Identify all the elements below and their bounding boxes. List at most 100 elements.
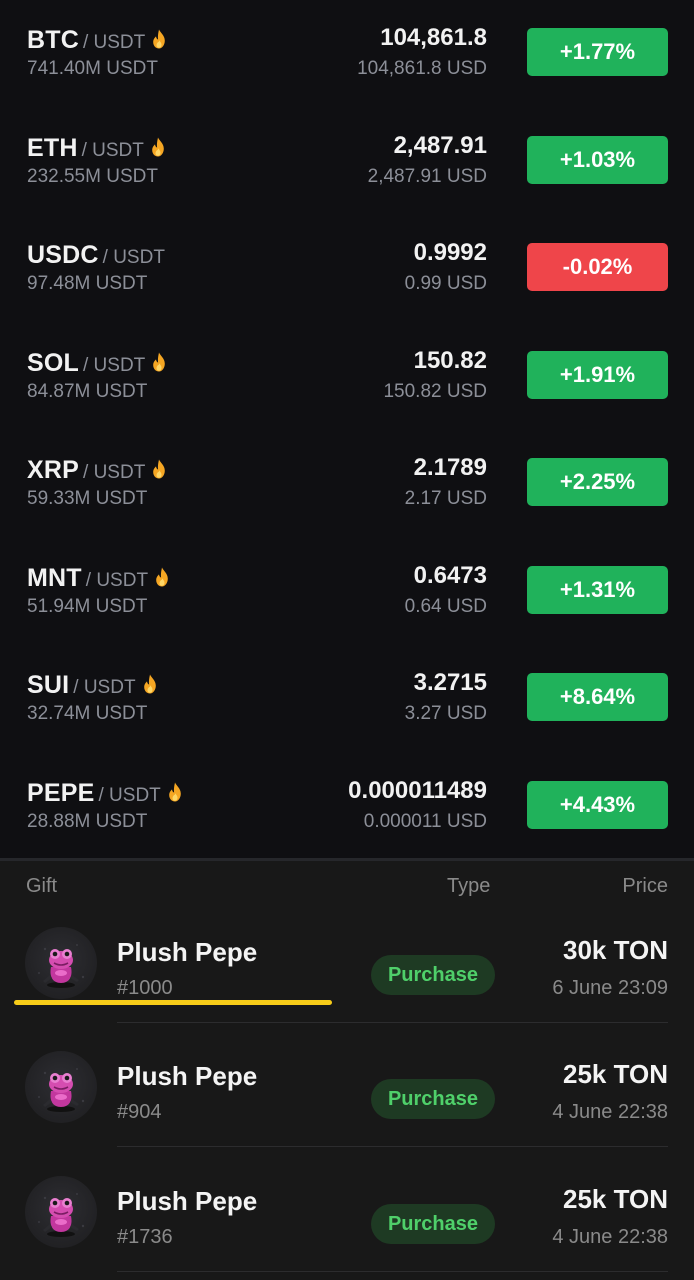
quote-symbol: / USDT — [83, 355, 146, 376]
base-symbol: BTC — [27, 26, 79, 54]
usd-price: 2,487.91 USD — [367, 166, 487, 187]
market-list: BTC / USDT 741.40M USDT 104,861.8 104,861… — [0, 0, 694, 861]
trading-pair: MNT / USDT — [27, 564, 169, 594]
last-price: 0.6473 — [413, 562, 487, 589]
row-separator — [117, 1146, 668, 1147]
gift-number: #904 — [117, 1101, 162, 1123]
gift-date: 6 June 23:09 — [552, 977, 668, 999]
base-symbol: SOL — [27, 349, 79, 377]
quote-symbol: / USDT — [73, 677, 136, 698]
gift-price: 25k TON — [562, 1059, 668, 1089]
last-price: 0.9992 — [413, 239, 487, 266]
type-badge: Purchase — [371, 1079, 495, 1119]
market-row[interactable]: MNT / USDT 51.94M USDT 0.6473 0.64 USD +1… — [0, 538, 694, 646]
base-symbol: MNT — [27, 564, 82, 592]
base-symbol: USDC — [27, 241, 99, 269]
gift-row[interactable]: Plush Pepe #1736 Purchase 25k TON 4 June… — [0, 1148, 694, 1272]
fire-icon — [168, 782, 182, 802]
trading-pair: BTC / USDT — [27, 26, 166, 56]
usd-price: 2.17 USD — [404, 488, 487, 509]
gift-row[interactable]: Plush Pepe #1000 Purchase 30k TON 6 June… — [0, 899, 694, 1023]
quote-symbol: / USDT — [83, 462, 146, 483]
trading-pair: SOL / USDT — [27, 349, 166, 379]
column-header-gift: Gift — [26, 875, 58, 897]
base-symbol: ETH — [27, 134, 78, 162]
gift-date: 4 June 22:38 — [552, 1226, 668, 1248]
market-row[interactable]: USDC / USDT 97.48M USDT 0.9992 0.99 USD -… — [0, 215, 694, 323]
fire-icon — [152, 352, 166, 372]
volume: 84.87M USDT — [27, 381, 148, 402]
base-symbol: PEPE — [27, 779, 95, 807]
gift-number: #1000 — [117, 977, 173, 999]
gift-name: Plush Pepe — [117, 1061, 258, 1091]
trading-pair: ETH / USDT — [27, 134, 165, 164]
plush-pepe-icon — [25, 1176, 97, 1248]
market-row[interactable]: XRP / USDT 59.33M USDT 2.1789 2.17 USD +2… — [0, 430, 694, 538]
trading-pair: PEPE / USDT — [27, 779, 182, 809]
volume: 232.55M USDT — [27, 166, 158, 187]
gift-name: Plush Pepe — [117, 1186, 258, 1216]
gift-number: #1736 — [117, 1226, 173, 1248]
volume: 32.74M USDT — [27, 703, 148, 724]
market-row[interactable]: PEPE / USDT 28.88M USDT 0.000011489 0.000… — [0, 753, 694, 861]
last-price: 2,487.91 — [393, 132, 487, 159]
change-badge[interactable]: +8.64% — [527, 673, 668, 721]
trading-pair: USDC / USDT — [27, 241, 165, 271]
gift-date: 4 June 22:38 — [552, 1101, 668, 1123]
gift-price: 30k TON — [562, 935, 668, 965]
quote-symbol: / USDT — [98, 785, 161, 806]
last-price: 3.2715 — [413, 669, 487, 696]
base-symbol: XRP — [27, 456, 80, 484]
volume: 59.33M USDT — [27, 488, 148, 509]
gift-row[interactable]: Plush Pepe #904 Purchase 25k TON 4 June … — [0, 1023, 694, 1147]
market-row[interactable]: BTC / USDT 741.40M USDT 104,861.8 104,861… — [0, 0, 694, 108]
fire-icon — [151, 137, 165, 157]
market-row[interactable]: SUI / USDT 32.74M USDT 3.2715 3.27 USD +8… — [0, 645, 694, 753]
usd-price: 0.99 USD — [404, 273, 487, 294]
row-separator — [117, 1022, 668, 1023]
row-separator — [117, 1271, 668, 1272]
trading-pair: XRP / USDT — [27, 456, 166, 486]
change-badge[interactable]: +2.25% — [527, 458, 668, 506]
usd-price: 3.27 USD — [404, 703, 487, 724]
plush-pepe-icon — [25, 1051, 97, 1123]
section-divider — [0, 858, 694, 861]
column-header-type: Type — [447, 875, 491, 897]
last-price: 150.82 — [413, 347, 487, 374]
usd-price: 0.64 USD — [404, 596, 487, 617]
base-symbol: SUI — [27, 671, 70, 699]
change-badge[interactable]: +1.77% — [527, 28, 668, 76]
change-badge[interactable]: +1.03% — [527, 136, 668, 184]
quote-symbol: / USDT — [82, 32, 146, 53]
volume: 28.88M USDT — [27, 811, 148, 832]
fire-icon — [152, 29, 166, 49]
volume: 741.40M USDT — [27, 58, 158, 79]
fire-icon — [143, 674, 157, 694]
last-price: 0.000011489 — [348, 777, 487, 804]
last-price: 2.1789 — [413, 454, 487, 481]
market-row[interactable]: ETH / USDT 232.55M USDT 2,487.91 2,487.91… — [0, 108, 694, 216]
volume: 51.94M USDT — [27, 596, 148, 617]
change-badge[interactable]: +1.31% — [527, 566, 668, 614]
usd-price: 104,861.8 USD — [357, 58, 487, 79]
market-row[interactable]: SOL / USDT 84.87M USDT 150.82 150.82 USD … — [0, 323, 694, 431]
gift-price: 25k TON — [562, 1184, 668, 1214]
fire-icon — [152, 459, 166, 479]
change-badge[interactable]: +1.91% — [527, 351, 668, 399]
volume: 97.48M USDT — [27, 273, 148, 294]
fire-icon — [155, 567, 169, 587]
plush-pepe-icon — [25, 927, 97, 999]
column-header-price: Price — [622, 875, 668, 897]
change-badge[interactable]: +4.43% — [527, 781, 668, 829]
trading-pair: SUI / USDT — [27, 671, 157, 701]
usd-price: 150.82 USD — [383, 381, 487, 402]
quote-symbol: / USDT — [85, 570, 149, 591]
usd-price: 0.000011 USD — [363, 811, 487, 832]
gift-history: Gift Type Price Plush Pepe #1000 Purchas… — [0, 861, 694, 1280]
type-badge: Purchase — [371, 1204, 495, 1244]
highlight-underline — [14, 1000, 332, 1005]
gift-name: Plush Pepe — [117, 937, 258, 967]
type-badge: Purchase — [371, 955, 495, 995]
last-price: 104,861.8 — [380, 24, 487, 51]
change-badge[interactable]: -0.02% — [527, 243, 668, 291]
